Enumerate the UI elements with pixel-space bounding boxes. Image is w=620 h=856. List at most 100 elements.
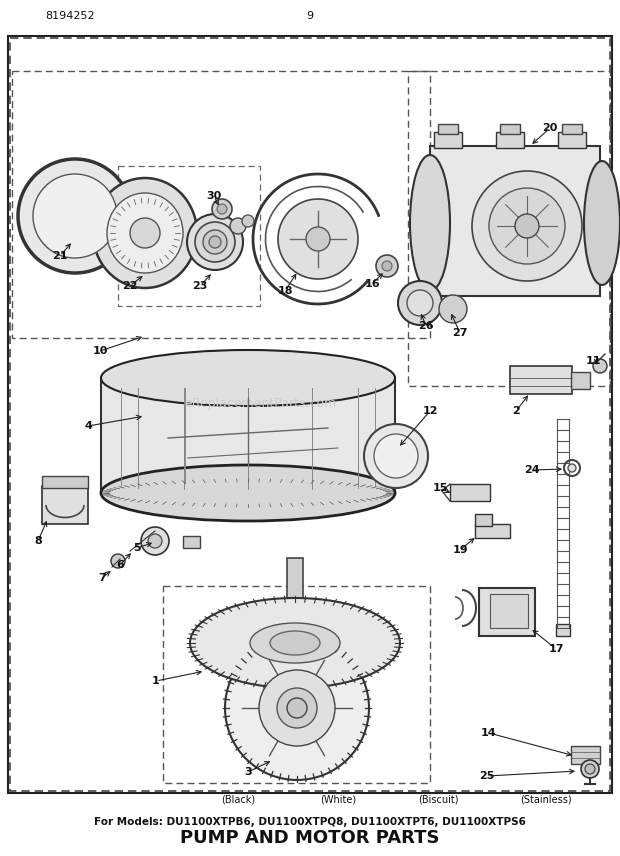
Circle shape bbox=[209, 236, 221, 248]
Text: 25: 25 bbox=[479, 771, 495, 781]
Bar bbox=[430, 146, 600, 296]
Text: 20: 20 bbox=[542, 123, 557, 133]
Circle shape bbox=[187, 214, 243, 270]
Bar bbox=[556, 624, 570, 636]
Text: 8194252: 8194252 bbox=[45, 11, 95, 21]
Ellipse shape bbox=[107, 193, 183, 273]
Circle shape bbox=[217, 204, 227, 214]
Text: 12: 12 bbox=[422, 406, 438, 416]
Text: (Biscuit): (Biscuit) bbox=[418, 794, 458, 804]
Text: 5: 5 bbox=[133, 543, 141, 553]
Bar bbox=[42, 486, 88, 524]
Circle shape bbox=[212, 199, 232, 219]
Text: 9: 9 bbox=[306, 11, 314, 21]
Bar bbox=[118, 166, 260, 306]
Circle shape bbox=[581, 760, 599, 778]
Text: 11: 11 bbox=[585, 356, 601, 366]
Circle shape bbox=[407, 290, 433, 316]
Text: 26: 26 bbox=[418, 321, 434, 331]
Circle shape bbox=[141, 527, 169, 555]
Text: 16: 16 bbox=[364, 279, 380, 289]
Circle shape bbox=[230, 218, 246, 234]
Circle shape bbox=[33, 174, 117, 258]
Bar bbox=[558, 132, 586, 148]
Bar bbox=[571, 372, 590, 389]
Ellipse shape bbox=[250, 623, 340, 663]
Circle shape bbox=[489, 188, 565, 264]
Bar bbox=[408, 71, 610, 386]
Ellipse shape bbox=[101, 350, 395, 406]
Bar bbox=[475, 514, 492, 526]
Ellipse shape bbox=[410, 155, 450, 291]
Circle shape bbox=[195, 222, 235, 262]
Bar bbox=[287, 558, 303, 603]
Circle shape bbox=[111, 554, 125, 568]
Bar bbox=[475, 524, 510, 538]
Text: 4: 4 bbox=[84, 421, 92, 431]
Bar bbox=[434, 132, 462, 148]
Circle shape bbox=[585, 764, 595, 774]
Text: 15: 15 bbox=[432, 483, 448, 493]
Text: 8: 8 bbox=[34, 536, 42, 546]
Circle shape bbox=[382, 261, 392, 271]
Circle shape bbox=[306, 227, 330, 251]
Text: 3: 3 bbox=[244, 767, 252, 777]
Circle shape bbox=[515, 214, 539, 238]
Circle shape bbox=[203, 230, 227, 254]
Text: (Black): (Black) bbox=[221, 794, 255, 804]
Bar bbox=[490, 594, 528, 628]
Bar bbox=[500, 124, 520, 134]
Circle shape bbox=[568, 464, 576, 472]
Text: 19: 19 bbox=[452, 545, 468, 555]
Text: 10: 10 bbox=[92, 346, 108, 356]
Circle shape bbox=[376, 255, 398, 277]
Bar bbox=[496, 132, 524, 148]
Text: 1: 1 bbox=[152, 676, 160, 686]
Bar bbox=[183, 536, 200, 548]
Text: 6: 6 bbox=[116, 560, 124, 570]
Text: (White): (White) bbox=[320, 794, 356, 804]
Bar bbox=[12, 71, 430, 338]
Circle shape bbox=[593, 359, 607, 373]
Text: 27: 27 bbox=[452, 328, 467, 338]
Circle shape bbox=[364, 424, 428, 488]
Text: For Models: DU1100XTPB6, DU1100XTPQ8, DU1100XTPT6, DU1100XTPS6: For Models: DU1100XTPB6, DU1100XTPQ8, DU… bbox=[94, 817, 526, 827]
Bar bbox=[438, 124, 458, 134]
Bar bbox=[562, 124, 582, 134]
Text: 21: 21 bbox=[52, 251, 68, 261]
Circle shape bbox=[225, 636, 369, 780]
Bar bbox=[163, 586, 430, 783]
Text: 7: 7 bbox=[98, 573, 106, 583]
Circle shape bbox=[374, 434, 418, 478]
Circle shape bbox=[278, 199, 358, 279]
Text: 22: 22 bbox=[122, 281, 138, 291]
Circle shape bbox=[439, 295, 467, 323]
Text: eReplacementParts.com: eReplacementParts.com bbox=[184, 396, 336, 409]
Ellipse shape bbox=[101, 465, 395, 521]
Bar bbox=[8, 36, 612, 793]
Circle shape bbox=[242, 215, 254, 227]
Text: (Stainless): (Stainless) bbox=[520, 794, 572, 804]
Text: 23: 23 bbox=[192, 281, 208, 291]
Ellipse shape bbox=[190, 598, 400, 688]
Bar bbox=[510, 366, 572, 394]
Circle shape bbox=[148, 534, 162, 548]
Circle shape bbox=[287, 698, 307, 718]
Text: 17: 17 bbox=[548, 644, 564, 654]
Text: 18: 18 bbox=[277, 286, 293, 296]
Circle shape bbox=[18, 159, 132, 273]
Bar bbox=[42, 476, 88, 488]
Bar bbox=[10, 38, 610, 791]
Ellipse shape bbox=[584, 161, 620, 285]
Text: 14: 14 bbox=[481, 728, 497, 738]
Text: PUMP AND MOTOR PARTS: PUMP AND MOTOR PARTS bbox=[180, 829, 440, 847]
Bar bbox=[101, 378, 395, 493]
Bar bbox=[571, 746, 600, 764]
Text: 24: 24 bbox=[524, 465, 540, 475]
Ellipse shape bbox=[93, 178, 197, 288]
Circle shape bbox=[277, 688, 317, 728]
Bar bbox=[450, 484, 490, 501]
Ellipse shape bbox=[270, 631, 320, 655]
Circle shape bbox=[259, 670, 335, 746]
Bar bbox=[479, 588, 535, 636]
